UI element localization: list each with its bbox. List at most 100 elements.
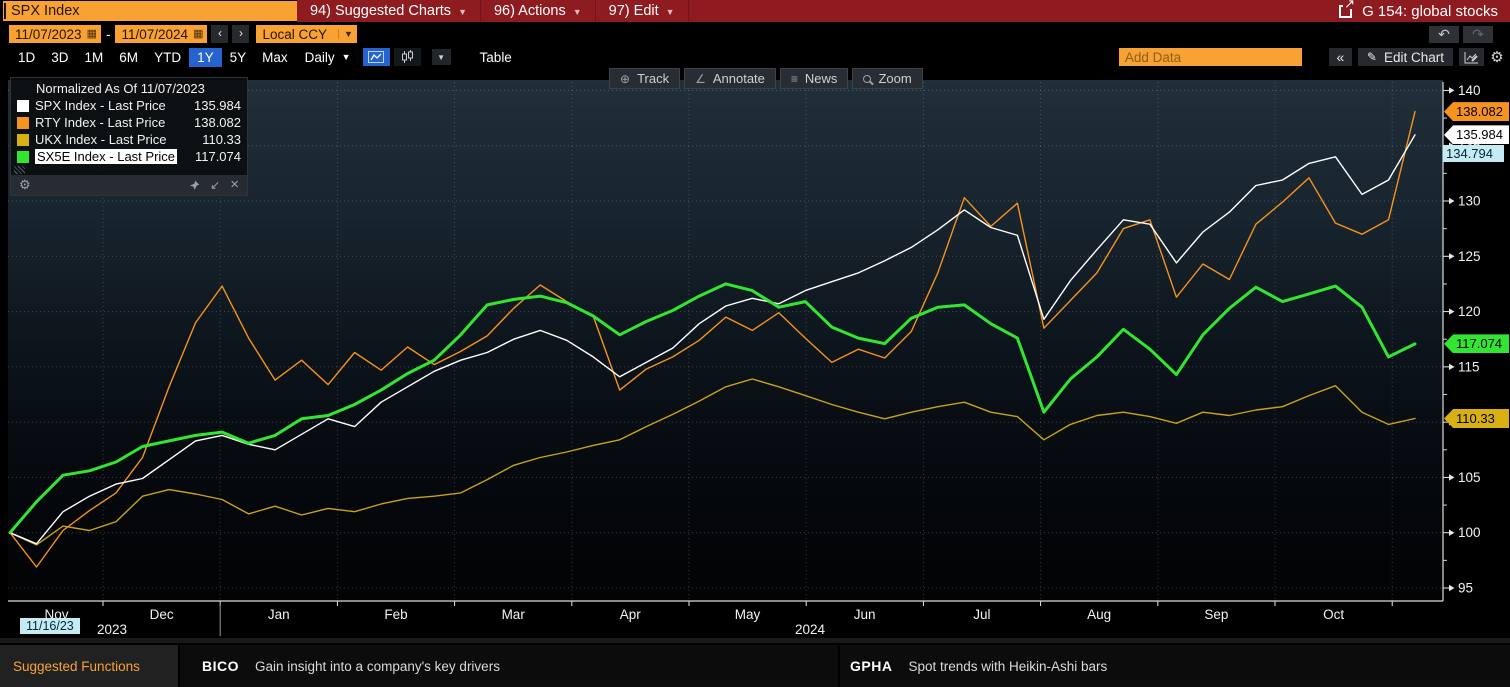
legend-swatch: [17, 150, 29, 163]
page-tag[interactable]: G 154: global stocks: [1333, 0, 1510, 22]
track-button[interactable]: ⊕ Track: [609, 68, 681, 89]
calendar-icon[interactable]: ▦: [86, 27, 97, 40]
chart-type-dropdown-button[interactable]: ▼: [431, 49, 451, 65]
legend-label: SPX Index - Last Price: [35, 98, 166, 113]
svg-text:Apr: Apr: [620, 607, 642, 622]
menu-item-actions[interactable]: 96) Actions ▼: [481, 0, 596, 22]
legend-item[interactable]: SX5E Index - Last Price 117.074: [11, 148, 247, 165]
svg-text:115: 115: [1458, 359, 1480, 374]
zoom-icon: [863, 74, 872, 83]
legend-item[interactable]: SPX Index - Last Price 135.984: [11, 97, 247, 114]
price-tag: 134.794: [1443, 145, 1504, 163]
end-date-value: 11/07/2024: [121, 26, 189, 42]
line-chart-type-button[interactable]: [362, 48, 390, 66]
pin-icon[interactable]: [189, 180, 200, 191]
legend-resize-grip[interactable]: [11, 165, 247, 175]
menu-item-edit[interactable]: 97) Edit ▼: [596, 0, 689, 22]
frequency-value: Daily: [304, 49, 335, 65]
candlestick-chart-type-button[interactable]: [393, 48, 421, 66]
range-tabs: 1D 3D 1M 6M YTD 1Y 5Y Max: [10, 47, 296, 67]
legend-value: 138.082: [194, 115, 241, 130]
legend-swatch: [17, 116, 29, 129]
collapse-panel-button[interactable]: «: [1328, 48, 1352, 66]
currency-select[interactable]: Local CCY ▼: [256, 25, 357, 43]
menu-item-suggested-charts[interactable]: 94) Suggested Charts ▼: [297, 0, 481, 22]
price-tag: 117.074: [1444, 334, 1509, 354]
legend-label: UKX Index - Last Price: [35, 132, 167, 147]
suggested-function-item[interactable]: GPHA Spot trends with Heikin-Ashi bars: [840, 645, 1510, 687]
annotate-button[interactable]: ∠ Annotate: [684, 68, 776, 89]
zoom-button[interactable]: Zoom: [852, 68, 923, 89]
range-tab-3d[interactable]: 3D: [51, 49, 69, 65]
ticker-input[interactable]: SPX Index: [3, 1, 297, 21]
suggested-function-item[interactable]: BICO Gain insight into a company's key d…: [180, 645, 838, 687]
legend-title: Normalized As Of 11/07/2023: [36, 81, 205, 96]
page-tag-label: G 154: global stocks: [1362, 2, 1498, 20]
svg-text:Sep: Sep: [1204, 607, 1228, 622]
chevron-down-icon: ▼: [338, 29, 353, 39]
range-tab-1d[interactable]: 1D: [18, 49, 36, 65]
range-tab-1m[interactable]: 1M: [84, 49, 104, 65]
title-bar: SPX Index 94) Suggested Charts ▼ 96) Actio…: [0, 0, 1510, 22]
chart-legend[interactable]: Normalized As Of 11/07/2023 SPX Index - …: [10, 77, 248, 196]
menu-bar: 94) Suggested Charts ▼ 96) Actions ▼ 97) Edi…: [297, 0, 1334, 22]
legend-value: 117.074: [194, 149, 241, 164]
chart-tools-bar: ⊕ Track ∠ Annotate ≡ News Zoom: [609, 68, 923, 89]
frequency-select[interactable]: Daily ▼: [297, 48, 359, 67]
close-icon[interactable]: ×: [230, 176, 239, 193]
chart-toolbar: 1D 3D 1M 6M YTD 1Y 5Y Max Daily ▼ ▼ Table « ✎ E…: [0, 46, 1510, 68]
price-tag: 110.33: [1444, 408, 1509, 428]
legend-label: RTY Index - Last Price: [35, 115, 166, 130]
svg-text:Jun: Jun: [854, 607, 876, 622]
function-desc: Gain insight into a company's key driver…: [255, 658, 500, 674]
legend-item[interactable]: UKX Index - Last Price 110.33: [11, 131, 247, 148]
legend-rows: SPX Index - Last Price 135.984 RTY Index -…: [11, 97, 247, 165]
legend-value: 135.984: [194, 98, 241, 113]
range-tab-5y[interactable]: 5Y: [229, 49, 247, 65]
start-date-field[interactable]: 11/07/2023 ▦: [9, 25, 101, 43]
chart-plot[interactable]: 95100105110115120125130135140NovDecJanFe…: [0, 68, 1510, 643]
svg-text:100: 100: [1458, 525, 1481, 540]
svg-text:May: May: [735, 607, 761, 622]
bottom-strip: [0, 638, 1510, 643]
edit-chart-button[interactable]: ✎ Edit Chart: [1357, 48, 1453, 66]
range-tab-ytd[interactable]: YTD: [154, 49, 182, 65]
end-date-field[interactable]: 11/07/2024 ▦: [115, 25, 208, 43]
gear-icon[interactable]: ⚙: [1487, 48, 1507, 66]
line-chart-icon: [368, 51, 385, 63]
gear-icon[interactable]: ⚙: [19, 177, 31, 192]
start-date-value: 11/07/2023: [15, 26, 82, 42]
tool-label: Zoom: [878, 71, 912, 86]
export-icon[interactable]: [1339, 0, 1356, 18]
menu-item-label: 96) Actions: [493, 3, 566, 19]
pencil-icon: ✎: [1366, 50, 1377, 64]
minimize-icon[interactable]: ↙: [210, 178, 221, 192]
currency-value: Local CCY: [262, 26, 327, 42]
svg-text:Feb: Feb: [384, 607, 407, 622]
legend-item[interactable]: RTY Index - Last Price 138.082: [11, 114, 247, 131]
annotate-icon: ∠: [695, 71, 706, 86]
prev-period-button[interactable]: ‹: [211, 25, 229, 43]
redo-button[interactable]: ↷: [1463, 25, 1493, 43]
price-tag: 138.082: [1444, 102, 1509, 122]
add-data-input[interactable]: [1118, 48, 1302, 66]
edit-chart-label: Edit Chart: [1383, 49, 1444, 65]
price-tag: 135.984: [1444, 125, 1509, 145]
chevron-down-icon: ▼: [458, 7, 467, 17]
news-button[interactable]: ≡ News: [779, 68, 849, 89]
track-icon: ⊕: [620, 71, 631, 86]
undo-button[interactable]: ↶: [1429, 25, 1459, 43]
function-desc: Spot trends with Heikin-Ashi bars: [908, 658, 1108, 674]
svg-text:105: 105: [1458, 470, 1481, 485]
range-tab-1y[interactable]: 1Y: [189, 47, 222, 67]
range-tab-6m[interactable]: 6M: [119, 49, 139, 65]
menu-item-label: 97) Edit: [608, 3, 659, 19]
svg-text:Dec: Dec: [150, 607, 174, 622]
svg-text:Mar: Mar: [502, 607, 526, 622]
svg-text:125: 125: [1458, 249, 1481, 264]
next-period-button[interactable]: ›: [232, 25, 250, 43]
calendar-icon[interactable]: ▦: [193, 27, 204, 40]
table-button[interactable]: Table: [479, 49, 512, 65]
range-tab-max[interactable]: Max: [262, 49, 288, 65]
chart-settings-button[interactable]: [1459, 48, 1484, 66]
